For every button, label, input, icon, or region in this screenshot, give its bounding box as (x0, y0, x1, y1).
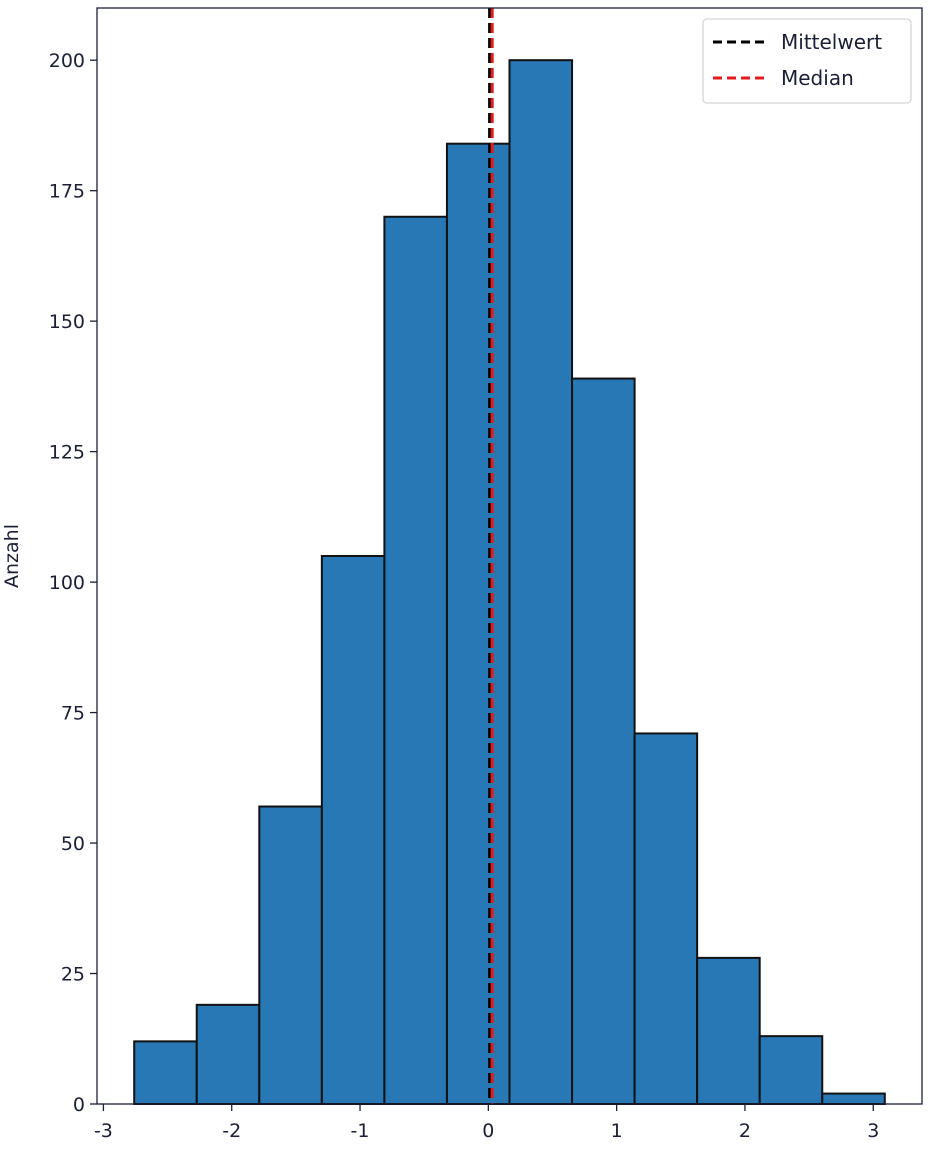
y-tick-label: 50 (61, 833, 85, 855)
y-tick-label: 0 (73, 1094, 85, 1116)
legend-median-label: Median (781, 66, 854, 90)
x-tick-label: 3 (867, 1120, 879, 1142)
bars-group (133, 59, 886, 1106)
legend-mean-label: Mittelwert (781, 30, 882, 54)
histogram-bar (758, 1035, 824, 1105)
histogram-bar (133, 1040, 198, 1106)
y-tick-label: 125 (49, 442, 85, 464)
y-tick-label: 200 (49, 50, 85, 72)
x-tick-label: 2 (739, 1120, 751, 1142)
histogram-bar (571, 377, 636, 1105)
y-tick-label: 150 (49, 311, 85, 333)
x-tick-label: -3 (94, 1120, 113, 1142)
reference-lines (488, 8, 494, 1104)
x-tick-label: -2 (222, 1120, 241, 1142)
histogram-bar (445, 142, 511, 1105)
histogram-bar (258, 805, 323, 1105)
histogram-bar (508, 59, 574, 1106)
histogram-bar (195, 1003, 261, 1105)
x-tick-label: 1 (611, 1120, 623, 1142)
y-tick-label: 75 (61, 703, 85, 725)
y-tick-label: 25 (61, 964, 85, 986)
y-axis-label: Anzahl (1, 524, 23, 588)
x-tick-label: -1 (351, 1120, 370, 1142)
plot-frame (96, 7, 923, 1105)
y-tick-label: 100 (49, 572, 85, 594)
histogram-bar (696, 956, 761, 1105)
histogram-bar (383, 215, 448, 1105)
x-axis: -3 -2 -1 0 1 2 3 (94, 1104, 879, 1142)
y-tick-label: 175 (49, 181, 85, 203)
histogram-bar (633, 732, 699, 1105)
x-tick-label: 0 (482, 1120, 494, 1142)
legend: Mittelwert Median (702, 18, 912, 104)
histogram-bar (821, 1092, 886, 1105)
histogram-bar (320, 555, 386, 1105)
y-axis: 0 25 50 75 100 125 150 175 200 (49, 50, 97, 1116)
